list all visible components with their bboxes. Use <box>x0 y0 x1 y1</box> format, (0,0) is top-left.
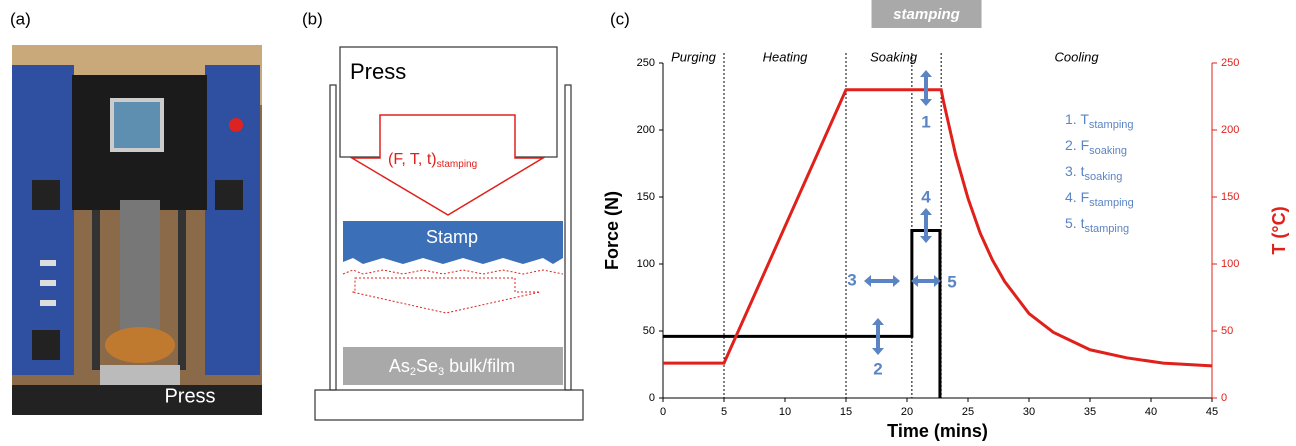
x-tick-label: 5 <box>721 406 727 418</box>
sample-part: As <box>389 356 410 376</box>
sample-part: Se <box>416 356 438 376</box>
data-line <box>663 88 1213 368</box>
annotation-arrow <box>920 208 932 243</box>
stamping-label: stamping <box>893 6 960 23</box>
stamping-box <box>871 0 982 28</box>
x-tick-label: 25 <box>962 406 974 418</box>
parameter-text: 4. F <box>1065 189 1089 205</box>
stamp <box>343 221 563 264</box>
y-axis-label: Force (N) <box>602 191 622 270</box>
parameter-sub: stamping <box>1089 119 1134 131</box>
sample <box>343 347 563 385</box>
y2-tick-label: 250 <box>1221 57 1239 69</box>
press-diagram <box>314 46 584 421</box>
sample-part: bulk/film <box>444 356 515 376</box>
press-label: Press <box>350 59 406 84</box>
x-tick-label: 15 <box>840 406 852 418</box>
y-tick-label: 50 <box>643 325 655 337</box>
annotation-arrow <box>911 275 941 287</box>
annotation-arrow <box>864 275 900 287</box>
parameter-item: 4. Fstamping <box>1065 189 1134 209</box>
y2-tick-label: 150 <box>1221 191 1239 203</box>
parameter-item: 5. tstamping <box>1065 215 1129 235</box>
parameter-main: (F, T, t) <box>388 151 437 168</box>
x-tick-label: 0 <box>660 406 666 418</box>
y2-tick-label: 200 <box>1221 124 1239 136</box>
marker-label: 5 <box>947 272 956 291</box>
phase-label: Heating <box>763 49 809 64</box>
imprint-arrow <box>351 277 541 314</box>
parameter-sub: stamping <box>437 159 478 170</box>
y-tick-label: 0 <box>649 392 655 404</box>
x-tick-label: 10 <box>779 406 791 418</box>
parameter-item: 1. Tstamping <box>1065 111 1134 131</box>
phase-label: Purging <box>671 49 717 64</box>
parameter-text: 3. t <box>1065 163 1085 179</box>
parameter-sub: soaking <box>1084 171 1122 183</box>
panel-label: (c) <box>610 9 630 28</box>
x-tick-label: 35 <box>1084 406 1096 418</box>
annotation-arrow <box>872 318 884 355</box>
marker-label: 4 <box>921 187 931 206</box>
y2-axis-label: T (°C) <box>1269 206 1289 254</box>
data-line <box>663 229 942 398</box>
panel-label: (b) <box>302 9 323 28</box>
y-tick-label: 150 <box>637 191 655 203</box>
y-tick-label: 100 <box>637 258 655 270</box>
x-tick-label: 20 <box>901 406 913 418</box>
parameter-arrow <box>349 114 546 216</box>
x-tick-label: 30 <box>1023 406 1035 418</box>
stamp-label: Stamp <box>426 227 478 247</box>
parameter-item: 2. Fsoaking <box>1065 137 1127 157</box>
phase-label: Soaking <box>870 49 918 64</box>
y2-tick-label: 100 <box>1221 258 1239 270</box>
x-tick-label: 45 <box>1206 406 1218 418</box>
parameter-text: 1. T <box>1065 111 1089 127</box>
imprint-line <box>342 269 564 275</box>
y2-tick-label: 0 <box>1221 392 1227 404</box>
parameter-text: 2. F <box>1065 137 1089 153</box>
y-tick-label: 250 <box>637 57 655 69</box>
parameter-label: (F, T, t)stamping <box>388 151 477 169</box>
x-tick-label: 40 <box>1145 406 1157 418</box>
parameter-sub: stamping <box>1084 223 1129 235</box>
marker-label: 2 <box>873 359 882 378</box>
phase-label: Cooling <box>1055 49 1100 64</box>
sample-label: As2Se3 bulk/film <box>389 356 515 378</box>
sample-part: 2 <box>410 366 416 378</box>
marker-label: 1 <box>921 112 930 131</box>
annotation-arrow <box>920 70 932 106</box>
panel-label: (a) <box>10 9 31 28</box>
photo <box>12 45 262 415</box>
y2-tick-label: 50 <box>1221 325 1233 337</box>
y-tick-label: 200 <box>637 124 655 136</box>
photo-caption: Press <box>164 385 215 407</box>
sample-part: 3 <box>438 366 444 378</box>
parameter-item: 3. tsoaking <box>1065 163 1122 183</box>
x-axis-label: Time (mins) <box>887 421 988 441</box>
parameter-sub: soaking <box>1089 145 1127 157</box>
marker-label: 3 <box>847 270 856 289</box>
parameter-sub: stamping <box>1089 197 1134 209</box>
parameter-text: 5. t <box>1065 215 1085 231</box>
